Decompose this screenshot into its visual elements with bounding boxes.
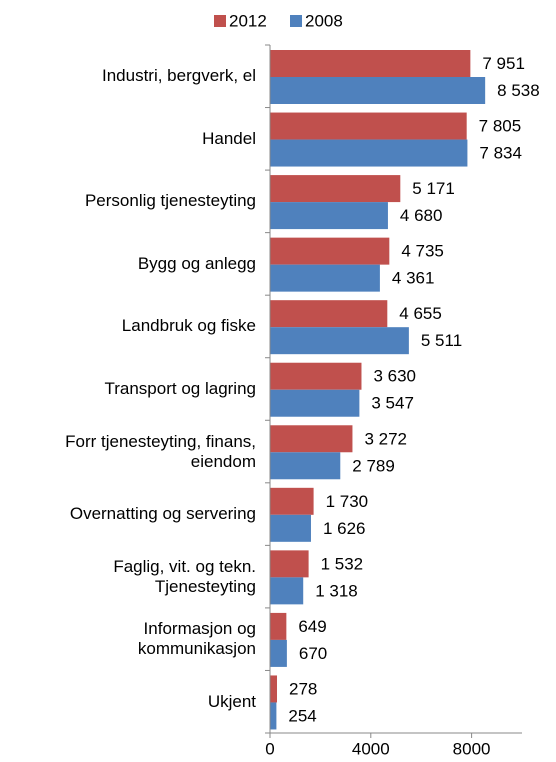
value-label: 7 805 bbox=[479, 117, 522, 136]
bar bbox=[270, 237, 390, 265]
bar bbox=[270, 362, 362, 390]
value-label: 2 789 bbox=[352, 456, 395, 475]
bar bbox=[270, 514, 311, 542]
bar bbox=[270, 639, 287, 667]
value-label: 7 834 bbox=[479, 144, 522, 163]
category-label: Overnatting og servering bbox=[69, 504, 256, 524]
value-label: 1 730 bbox=[326, 492, 369, 511]
bar bbox=[270, 487, 314, 515]
category-label: Bygg og anlegg bbox=[137, 253, 256, 273]
value-label: 5 511 bbox=[421, 331, 462, 350]
bar bbox=[270, 77, 486, 104]
category-label: Transport og lagring bbox=[104, 379, 256, 398]
legend-label: 2008 bbox=[305, 11, 343, 30]
x-tick-label: 0 bbox=[265, 739, 274, 758]
value-label: 3 272 bbox=[364, 429, 407, 448]
value-label: 278 bbox=[289, 679, 317, 698]
value-label: 1 532 bbox=[321, 554, 364, 573]
bar bbox=[270, 327, 409, 355]
value-label: 3 547 bbox=[371, 394, 414, 413]
value-label: 670 bbox=[299, 644, 327, 663]
category-label: Handel bbox=[202, 128, 256, 148]
bar bbox=[270, 425, 353, 453]
legend-swatch bbox=[290, 15, 302, 27]
x-tick-label: 4000 bbox=[352, 739, 390, 758]
bar bbox=[270, 300, 388, 328]
bar bbox=[270, 702, 277, 730]
bar bbox=[270, 612, 287, 640]
bar bbox=[270, 202, 388, 230]
bar bbox=[270, 675, 278, 703]
category-label: Industri, bergverk, el bbox=[101, 66, 256, 86]
value-label: 649 bbox=[298, 617, 326, 636]
value-label: 1 318 bbox=[315, 581, 358, 600]
category-label: Faglig, vit. og tekn. Tjenesteyting bbox=[113, 556, 256, 596]
category-label: Ukjent bbox=[207, 691, 256, 711]
legend-label: 2012 bbox=[229, 11, 267, 30]
category-label: Forr tjenesteyting, finans, eiendom bbox=[65, 431, 256, 471]
bar bbox=[270, 175, 401, 203]
value-label: 7 951 bbox=[482, 54, 525, 73]
bar bbox=[270, 264, 380, 292]
value-label: 4 735 bbox=[401, 242, 444, 261]
category-label: Informasjon og kommunikasjon bbox=[137, 619, 256, 659]
category-label: Personlig tjenesteyting bbox=[84, 191, 256, 211]
value-label: 4 361 bbox=[392, 269, 435, 288]
value-label: 5 171 bbox=[412, 179, 455, 198]
legend-swatch bbox=[214, 15, 226, 27]
bar bbox=[270, 112, 467, 140]
bar bbox=[270, 577, 304, 605]
value-label: 4 655 bbox=[399, 304, 442, 323]
x-tick-label: 8000 bbox=[453, 739, 491, 758]
value-label: 254 bbox=[288, 706, 316, 725]
bar bbox=[270, 139, 468, 167]
category-label: Landbruk og fiske bbox=[121, 316, 256, 336]
value-label: 8 538 bbox=[497, 81, 540, 100]
bar bbox=[270, 452, 341, 480]
bar bbox=[270, 550, 309, 578]
bar bbox=[270, 50, 471, 77]
bar bbox=[270, 389, 360, 417]
value-label: 1 626 bbox=[323, 519, 366, 538]
value-label: 4 680 bbox=[400, 206, 443, 225]
value-label: 3 630 bbox=[373, 367, 416, 386]
